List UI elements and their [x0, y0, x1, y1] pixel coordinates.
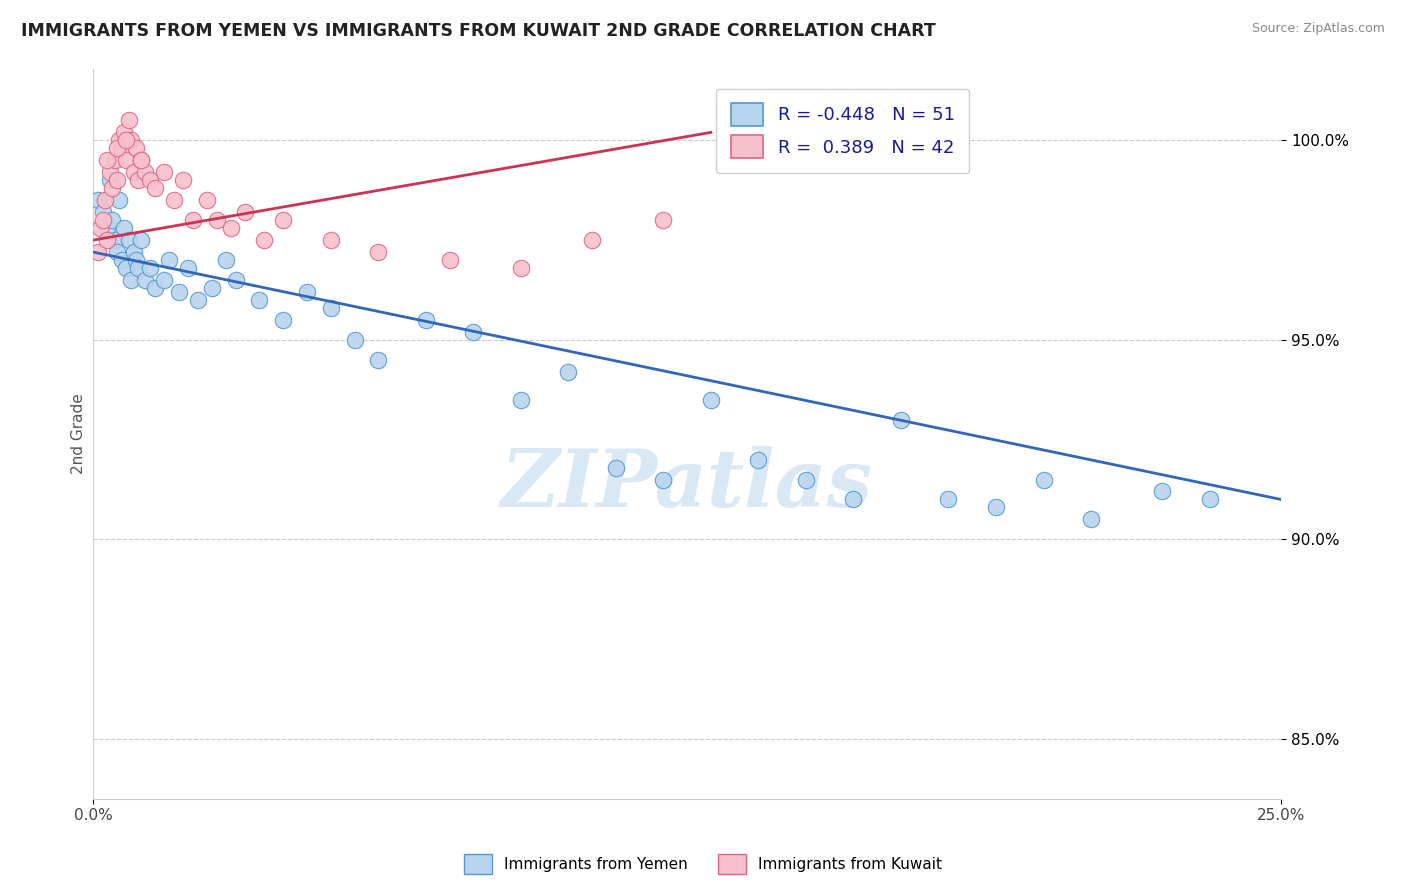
Point	[91, 213, 114, 227]
Point	[125, 141, 148, 155]
Point	[249, 293, 271, 307]
Point	[295, 285, 318, 299]
Point	[120, 133, 142, 147]
Point	[177, 260, 200, 275]
Point	[89, 221, 111, 235]
Point	[219, 221, 242, 235]
Point	[134, 165, 156, 179]
Point	[105, 173, 128, 187]
Point	[1080, 512, 1102, 526]
Point	[581, 233, 603, 247]
Point	[101, 181, 124, 195]
Point	[96, 233, 118, 247]
Point	[118, 113, 141, 128]
Point	[120, 273, 142, 287]
Point	[96, 221, 118, 235]
Point	[111, 253, 134, 268]
Point	[187, 293, 209, 307]
Point	[91, 205, 114, 219]
Point	[115, 260, 138, 275]
Point	[129, 153, 152, 168]
Point	[108, 133, 131, 147]
Point	[163, 193, 186, 207]
Point	[96, 153, 118, 168]
Legend: R = -0.448   N = 51, R =  0.389   N = 42: R = -0.448 N = 51, R = 0.389 N = 42	[716, 88, 969, 173]
Point	[215, 253, 238, 268]
Point	[115, 133, 138, 147]
Point	[127, 260, 149, 275]
Point	[415, 313, 437, 327]
Point	[143, 281, 166, 295]
Point	[98, 173, 121, 187]
Point	[127, 173, 149, 187]
Text: ZIPatlas: ZIPatlas	[501, 446, 873, 524]
Point	[112, 125, 135, 139]
Point	[1152, 484, 1174, 499]
Point	[172, 173, 194, 187]
Point	[700, 392, 723, 407]
Point	[122, 165, 145, 179]
Point	[143, 181, 166, 195]
Point	[103, 233, 125, 247]
Text: Source: ZipAtlas.com: Source: ZipAtlas.com	[1251, 22, 1385, 36]
Point	[890, 412, 912, 426]
Legend: Immigrants from Yemen, Immigrants from Kuwait: Immigrants from Yemen, Immigrants from K…	[458, 848, 948, 880]
Point	[652, 473, 675, 487]
Point	[118, 233, 141, 247]
Point	[125, 253, 148, 268]
Point	[153, 273, 176, 287]
Point	[463, 325, 485, 339]
Point	[343, 333, 366, 347]
Point	[233, 205, 256, 219]
Point	[101, 213, 124, 227]
Point	[94, 193, 117, 207]
Point	[794, 473, 817, 487]
Point	[87, 193, 110, 207]
Point	[111, 141, 134, 155]
Point	[115, 153, 138, 168]
Point	[139, 260, 162, 275]
Point	[509, 392, 531, 407]
Point	[98, 165, 121, 179]
Point	[271, 213, 294, 227]
Point	[195, 193, 218, 207]
Point	[129, 233, 152, 247]
Point	[439, 253, 461, 268]
Point	[509, 260, 531, 275]
Text: IMMIGRANTS FROM YEMEN VS IMMIGRANTS FROM KUWAIT 2ND GRADE CORRELATION CHART: IMMIGRANTS FROM YEMEN VS IMMIGRANTS FROM…	[21, 22, 936, 40]
Y-axis label: 2nd Grade: 2nd Grade	[72, 393, 86, 474]
Point	[134, 273, 156, 287]
Point	[108, 193, 131, 207]
Point	[181, 213, 204, 227]
Point	[105, 245, 128, 260]
Point	[122, 245, 145, 260]
Point	[367, 245, 389, 260]
Point	[938, 492, 960, 507]
Point	[225, 273, 247, 287]
Point	[87, 245, 110, 260]
Point	[103, 153, 125, 168]
Point	[205, 213, 228, 227]
Point	[319, 301, 342, 315]
Point	[153, 165, 176, 179]
Point	[367, 352, 389, 367]
Point	[557, 365, 579, 379]
Point	[1032, 473, 1054, 487]
Point	[842, 492, 865, 507]
Point	[271, 313, 294, 327]
Point	[157, 253, 180, 268]
Point	[984, 500, 1007, 515]
Point	[652, 213, 675, 227]
Point	[747, 452, 769, 467]
Point	[112, 221, 135, 235]
Point	[139, 173, 162, 187]
Point	[105, 141, 128, 155]
Point	[129, 153, 152, 168]
Point	[319, 233, 342, 247]
Point	[1198, 492, 1220, 507]
Point	[201, 281, 224, 295]
Point	[605, 460, 627, 475]
Point	[167, 285, 190, 299]
Point	[253, 233, 276, 247]
